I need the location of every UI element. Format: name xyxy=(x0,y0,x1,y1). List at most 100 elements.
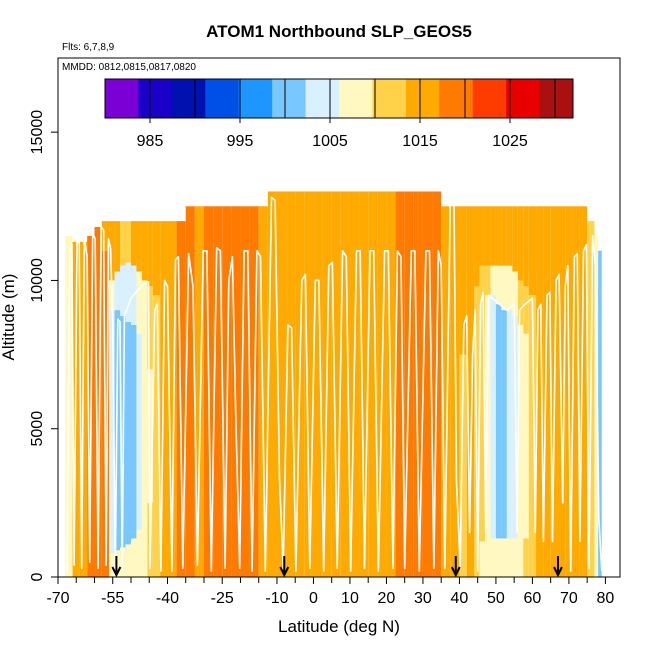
flight-track-line xyxy=(66,196,603,572)
curtain-cell xyxy=(136,221,142,272)
x-tick-label: -10 xyxy=(265,590,288,607)
curtain-cell xyxy=(167,221,177,578)
curtain-cell xyxy=(501,310,507,539)
colorbar-tick-label: 1015 xyxy=(402,133,438,150)
curtain-cell xyxy=(441,206,451,578)
flight-track xyxy=(66,196,603,572)
dates-label: MMDD: 0812,0815,0817,0820 xyxy=(62,62,196,73)
colorbar-segment xyxy=(272,79,306,118)
curtain-cell xyxy=(368,191,378,577)
curtain-cell xyxy=(125,544,131,577)
curtain-cell xyxy=(125,262,131,322)
colorbar-segment xyxy=(205,79,240,118)
curtain-cell xyxy=(501,206,507,266)
curtain-cell xyxy=(459,206,467,355)
curtain-cell xyxy=(160,310,168,577)
colorbar: 985 995 1005 1015 1025 xyxy=(104,78,574,150)
curtain-cell xyxy=(495,538,502,577)
colorbar-tick-label: 985 xyxy=(137,133,164,150)
curtain-cell xyxy=(528,295,537,533)
colorbar-segment xyxy=(105,79,139,118)
curtain-cell xyxy=(528,206,537,296)
colorbar-tick-label: 1025 xyxy=(492,133,528,150)
x-tick-label: 20 xyxy=(378,590,396,607)
curtain-cell xyxy=(422,191,433,577)
x-tick-label: -55 xyxy=(101,590,124,607)
x-tick-label: 0 xyxy=(309,590,318,607)
curtain-cell xyxy=(466,206,475,578)
colorbar-segment xyxy=(439,79,474,118)
colorbar-segment xyxy=(171,79,206,118)
curtain-cell xyxy=(490,206,496,266)
curtain-cell xyxy=(572,206,580,578)
flight-arrow xyxy=(111,556,122,578)
colorbar-frame xyxy=(104,78,574,119)
curtain-cell xyxy=(114,221,121,272)
flight-arrow xyxy=(450,556,461,578)
curtain-cell xyxy=(395,191,405,577)
curtain-cell xyxy=(331,191,341,577)
curtain-cell xyxy=(450,206,460,578)
colorbar-segment xyxy=(539,79,574,118)
curtain-cell xyxy=(528,532,537,577)
curtain-cell xyxy=(413,191,423,577)
colorbar-segment xyxy=(405,79,440,118)
curtain-cell xyxy=(136,333,142,530)
curtain-cell xyxy=(213,206,223,578)
curtain-cell xyxy=(474,541,480,577)
curtain-cell xyxy=(101,221,110,251)
curtain-cell xyxy=(543,206,551,578)
curtain-cell xyxy=(160,221,168,311)
curtain-cell xyxy=(495,206,502,266)
curtain-cell xyxy=(506,538,513,577)
y-tick-label: 15000 xyxy=(29,110,46,155)
curtain-cell xyxy=(523,333,529,539)
curtain-cell xyxy=(501,538,507,577)
curtain-cell xyxy=(512,538,518,577)
curtain-cell xyxy=(120,221,126,266)
colorbar-segment xyxy=(339,79,373,118)
curtain-cell xyxy=(94,227,102,578)
curtain-cell xyxy=(276,191,287,577)
curtain-cell xyxy=(130,324,137,539)
curtain-cell xyxy=(459,473,467,577)
curtain-cell xyxy=(495,265,502,305)
curtain-cell xyxy=(495,304,502,539)
curtain-cell xyxy=(304,191,314,577)
y-axis: 0 5000 10000 15000 xyxy=(29,110,58,581)
curtain-cell xyxy=(523,286,529,334)
y-tick-label: 10000 xyxy=(29,258,46,303)
curtain-cell xyxy=(267,191,277,577)
x-tick-label: -40 xyxy=(156,590,179,607)
curtain-cell xyxy=(125,221,131,263)
curtain-cell xyxy=(87,235,95,325)
colorbar-segment xyxy=(472,79,507,118)
flight-arrows xyxy=(111,556,563,578)
curtain-cell xyxy=(479,541,485,577)
curtain-cell xyxy=(147,221,153,287)
curtain-cell xyxy=(474,206,480,287)
x-tick-label: 50 xyxy=(487,590,505,607)
y-axis-label: Altitude (m) xyxy=(0,274,18,361)
flight-arrow xyxy=(553,556,563,578)
x-tick-label: 60 xyxy=(524,590,542,607)
curtain-cell xyxy=(194,206,204,578)
curtain-cell xyxy=(517,538,524,577)
curtain-cell xyxy=(479,265,485,296)
curtain-cell xyxy=(340,191,350,577)
plot-frame xyxy=(57,57,621,578)
curtain-cell xyxy=(130,538,137,577)
curtain-cell xyxy=(490,265,496,296)
x-tick-label: -25 xyxy=(211,590,234,607)
curtain-cell xyxy=(114,271,121,311)
curtain-cell xyxy=(512,206,518,272)
curtain-cell xyxy=(141,517,148,577)
curtain-cell xyxy=(109,553,115,577)
curtain-cell xyxy=(479,295,485,542)
curtain-cell xyxy=(152,221,161,296)
curtain-cell xyxy=(490,295,496,539)
curtain-cell xyxy=(506,310,513,539)
curtain-cell xyxy=(506,206,513,266)
x-axis-label: Latitude (deg N) xyxy=(278,617,400,636)
